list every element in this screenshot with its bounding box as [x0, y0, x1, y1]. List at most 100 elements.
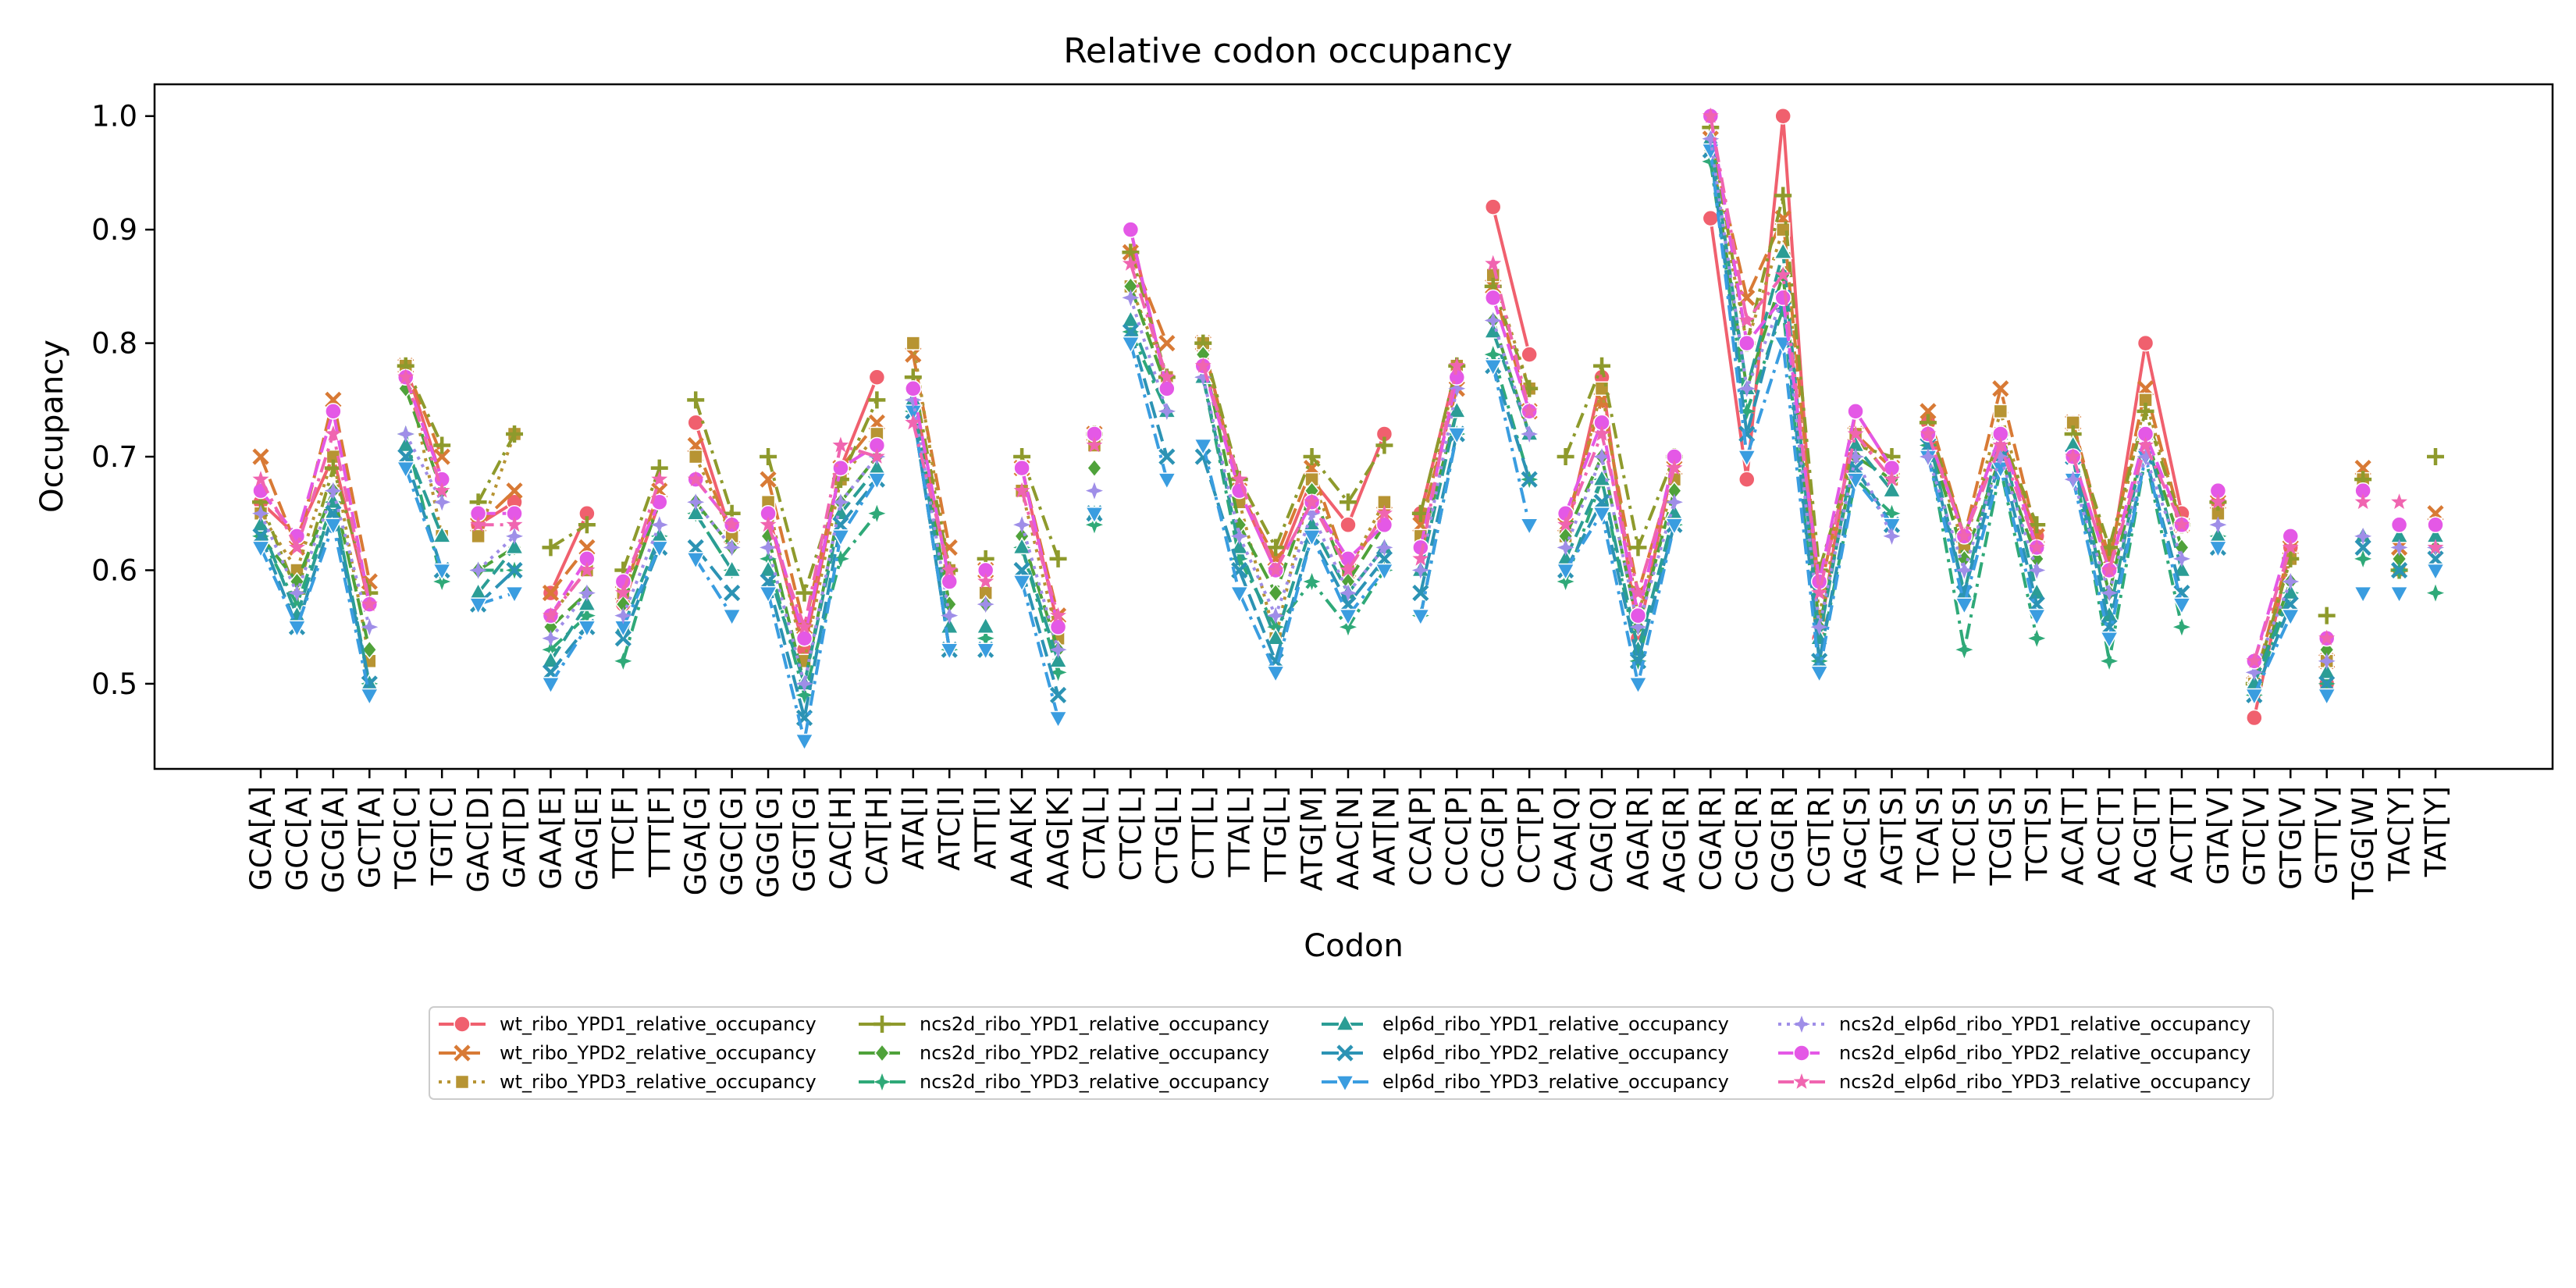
series-4-point-23 [1049, 550, 1067, 568]
series-12-point-20 [941, 561, 958, 578]
series-9-point-22 [1012, 575, 1032, 592]
series-9-point-39 [1628, 677, 1648, 695]
series-10-point-5 [397, 425, 415, 443]
series-10-point-45 [1847, 448, 1865, 466]
series-9-point-8 [504, 585, 525, 604]
legend-label-12: ncs2d_elp6d_ribo_YPD3_relative_occupancy [1839, 1071, 2250, 1093]
series-12-line-group-13 [1201, 365, 1386, 572]
series-9-line-group-10 [1020, 581, 1060, 719]
series-12-line-group-21 [2252, 546, 2293, 662]
y-axis: 0.5 0.6 0.7 0.8 0.9 1.0 [91, 100, 155, 701]
x-tick-label-58: GTT[V] [2311, 786, 2344, 884]
series-8-line-group-7 [767, 478, 878, 720]
series-10-point-10 [578, 584, 596, 602]
x-tick-label-14: GGC[G] [716, 786, 749, 896]
series-9-point-44 [1809, 665, 1829, 683]
series-10-point-21 [977, 596, 994, 614]
legend-marker-3 [454, 1074, 470, 1090]
series-9-point-10 [577, 620, 597, 638]
series-12-point-4 [361, 596, 378, 611]
series-8-point-26 [1158, 448, 1176, 465]
series-12-point-23 [1050, 607, 1066, 623]
series-10-point-56 [2245, 664, 2263, 681]
series-12-point-34 [1448, 357, 1465, 373]
series-2-line-group-12 [1129, 251, 1169, 344]
series-7-line-group-16 [1564, 478, 1676, 652]
series-1-point-56 [2246, 709, 2263, 727]
series-3-point-13 [688, 449, 703, 464]
legend-label-10: ncs2d_elp6d_ribo_YPD1_relative_occupancy [1839, 1013, 2250, 1035]
series-12-point-22 [1013, 482, 1030, 498]
series-11-point-43 [1774, 289, 1791, 307]
series-6-line-group-13 [1201, 376, 1386, 629]
series-8-point-27 [1194, 448, 1212, 465]
series-layer [251, 107, 2446, 752]
series-6-point-18 [868, 504, 886, 522]
x-tick-label-46: AGT[S] [1876, 786, 1909, 885]
series-10-point-7 [469, 561, 487, 579]
series-12-point-13 [687, 471, 704, 486]
series-7-point-9 [541, 650, 560, 668]
series-1-line-group-7 [767, 376, 879, 652]
series-12-point-29 [1267, 561, 1284, 578]
x-tick-label-7: GAC[D] [462, 786, 496, 893]
series-11-line-group-2 [404, 376, 444, 480]
series-6-point-10 [578, 607, 596, 624]
series-2-point-8 [506, 482, 523, 500]
series-2-line-group-5 [621, 490, 661, 594]
series-4-line-group-1 [259, 466, 372, 595]
series-2-point-47 [1920, 403, 1937, 420]
series-11-line-group-16 [1564, 421, 1676, 617]
series-12-point-45 [1847, 425, 1864, 441]
series-6-point-17 [831, 550, 849, 568]
series-5-point-4 [361, 640, 378, 660]
series-7-point-29 [1265, 628, 1286, 646]
series-12-point-44 [1811, 584, 1828, 600]
series-10-point-23 [1049, 641, 1067, 659]
series-9-point-56 [2244, 688, 2265, 706]
series-9-point-25 [1121, 336, 1140, 354]
series-10-point-17 [831, 493, 849, 511]
series-3-line-group-14 [1418, 365, 1459, 537]
series-12-point-57 [2282, 539, 2299, 555]
series-8-line-group-15 [1491, 365, 1532, 480]
series-10-point-46 [1883, 527, 1901, 545]
x-tick-label-23: AAG[K] [1042, 786, 1076, 890]
series-6-point-2 [288, 596, 306, 614]
series-8-line-group-2 [404, 456, 444, 571]
x-tick-label-57: GTG[V] [2274, 786, 2307, 890]
legend-marker-10 [1793, 1016, 1810, 1033]
series-10-line-group-1 [259, 489, 372, 628]
series-9-line-group-5 [621, 546, 661, 628]
series-10-point-9 [542, 629, 560, 647]
x-tick-label-47: TCA[S] [1912, 786, 1945, 884]
legend-item-7: elp6d_ribo_YPD1_relative_occupancy [1322, 1013, 1729, 1035]
series-10-line-group-12 [1129, 297, 1169, 412]
series-12-line-group-14 [1418, 365, 1459, 560]
series-11-point-20 [941, 573, 958, 590]
series-7-point-43 [1773, 241, 1793, 260]
legend: wt_ribo_YPD1_relative_occupancy wt_ribo_Y… [429, 1006, 2274, 1100]
series-2-line-group-18 [1926, 386, 2039, 538]
series-6-point-30 [1303, 573, 1321, 591]
series-11-point-60 [2390, 516, 2408, 534]
series-12-point-54 [2173, 516, 2190, 532]
series-9-point-38 [1592, 507, 1612, 525]
series-12-point-59 [2354, 493, 2371, 510]
plot-frame [153, 83, 2554, 770]
series-9-point-37 [1556, 563, 1575, 582]
x-tick-label-31: AAC[N] [1332, 786, 1365, 890]
x-tick-label-35: CCG[P] [1477, 786, 1510, 889]
series-9-point-1 [251, 540, 271, 558]
series-10-point-49 [1991, 448, 2009, 466]
series-9-line-group-8 [911, 411, 952, 650]
series-7-point-25 [1121, 309, 1140, 328]
series-10-point-33 [1411, 561, 1429, 579]
series-8-line-group-18 [1926, 445, 2039, 605]
series-9-line-group-17 [1709, 150, 1894, 674]
series-11-point-19 [905, 380, 922, 397]
x-tick-label-33: CCA[P] [1404, 786, 1438, 886]
series-12-point-8 [506, 516, 523, 532]
series-9-line-group-4 [549, 626, 589, 685]
series-4-line-group-16 [1564, 364, 1676, 550]
